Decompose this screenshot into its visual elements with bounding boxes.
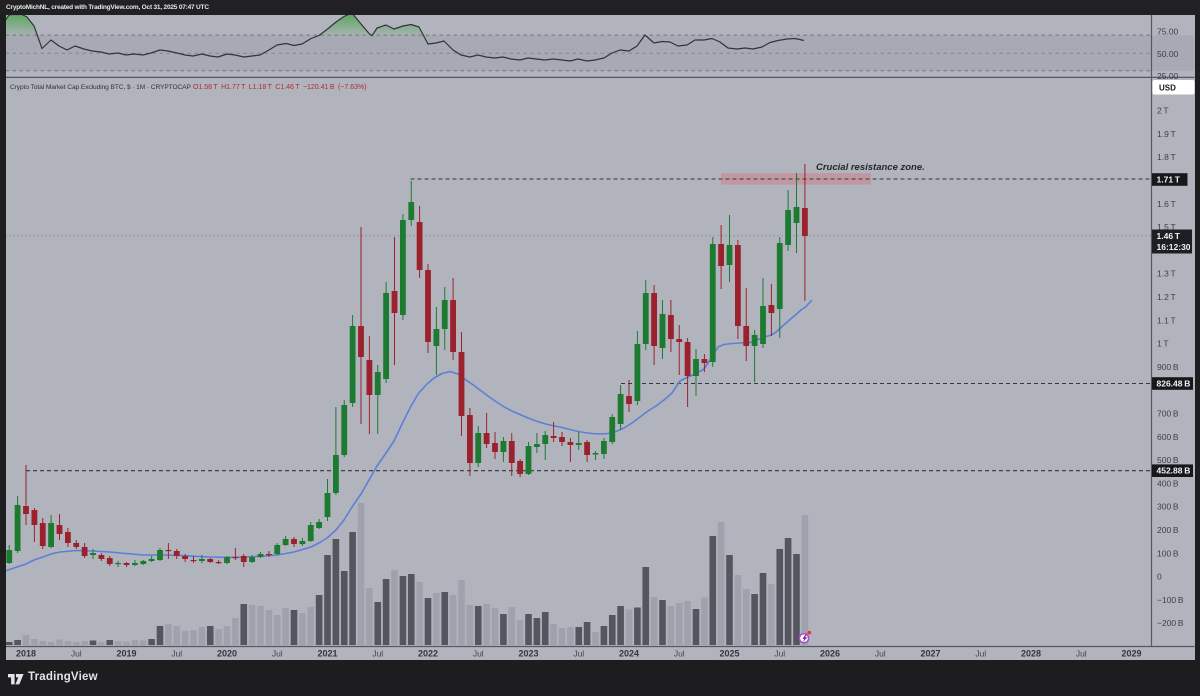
svg-text:1.1 T: 1.1 T [1157, 315, 1176, 325]
svg-text:Jul: Jul [272, 649, 283, 659]
svg-text:1.6 T: 1.6 T [1157, 199, 1176, 209]
svg-text:16:12:30: 16:12:30 [1157, 242, 1191, 252]
svg-text:1.2 T: 1.2 T [1157, 292, 1176, 302]
svg-text:Jul: Jul [875, 649, 886, 659]
svg-text:100 B: 100 B [1157, 548, 1179, 558]
svg-text:2024: 2024 [619, 649, 639, 659]
svg-text:1.46 T: 1.46 T [1157, 231, 1181, 241]
svg-text:O1.58 T H1.77 T L1.18 T C1.46: O1.58 T H1.77 T L1.18 T C1.46 T −120.41 … [193, 84, 367, 91]
svg-text:200 B: 200 B [1157, 525, 1179, 535]
svg-text:Jul: Jul [372, 649, 383, 659]
svg-text:2021: 2021 [317, 649, 337, 659]
svg-text:0: 0 [1157, 572, 1162, 582]
svg-text:Jul: Jul [71, 649, 82, 659]
svg-text:400 B: 400 B [1157, 478, 1179, 488]
svg-text:600 B: 600 B [1157, 432, 1179, 442]
svg-text:452.88 B: 452.88 B [1157, 466, 1191, 476]
svg-text:Jul: Jul [975, 649, 986, 659]
svg-text:1.71 T: 1.71 T [1157, 175, 1181, 185]
svg-text:2028: 2028 [1021, 649, 1041, 659]
svg-text:1.5 T: 1.5 T [1157, 222, 1176, 232]
svg-text:826.48 B: 826.48 B [1157, 379, 1191, 389]
svg-text:2023: 2023 [518, 649, 538, 659]
svg-text:2018: 2018 [16, 649, 36, 659]
svg-text:Jul: Jul [171, 649, 182, 659]
svg-text:1.8 T: 1.8 T [1157, 152, 1176, 162]
svg-text:Jul: Jul [473, 649, 484, 659]
svg-text:1.9 T: 1.9 T [1157, 129, 1176, 139]
svg-text:1.3 T: 1.3 T [1157, 269, 1176, 279]
svg-text:700 B: 700 B [1157, 409, 1179, 419]
svg-text:Crypto Total Market Cap Exclud: Crypto Total Market Cap Excluding BTC, $… [10, 84, 192, 91]
svg-text:2019: 2019 [116, 649, 136, 659]
svg-text:2027: 2027 [920, 649, 940, 659]
svg-text:2 T: 2 T [1157, 106, 1169, 116]
svg-text:Jul: Jul [573, 649, 584, 659]
svg-text:300 B: 300 B [1157, 502, 1179, 512]
svg-text:2022: 2022 [418, 649, 438, 659]
svg-text:25.00: 25.00 [1157, 71, 1179, 81]
svg-text:−100 B: −100 B [1157, 595, 1184, 605]
svg-text:50.00: 50.00 [1157, 49, 1179, 59]
svg-text:−200 B: −200 B [1157, 618, 1184, 628]
svg-text:Jul: Jul [674, 649, 685, 659]
svg-text:2029: 2029 [1121, 649, 1141, 659]
svg-text:Jul: Jul [1076, 649, 1087, 659]
svg-text:2020: 2020 [217, 649, 237, 659]
svg-text:75.00: 75.00 [1157, 27, 1179, 37]
svg-text:2026: 2026 [820, 649, 840, 659]
svg-text:2025: 2025 [719, 649, 739, 659]
svg-text:900 B: 900 B [1157, 362, 1179, 372]
svg-text:Crucial resistance zone.: Crucial resistance zone. [816, 162, 925, 173]
svg-text:USD: USD [1159, 84, 1176, 93]
svg-text:Jul: Jul [774, 649, 785, 659]
svg-text:500 B: 500 B [1157, 455, 1179, 465]
svg-text:1 T: 1 T [1157, 339, 1169, 349]
